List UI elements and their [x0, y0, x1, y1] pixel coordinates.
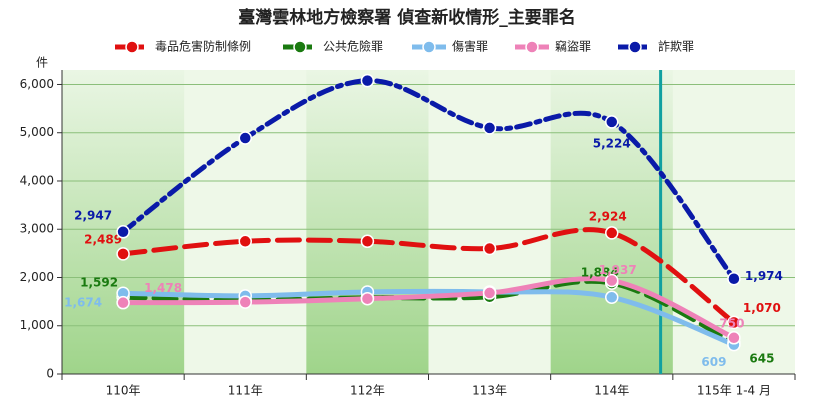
data-point: [116, 247, 130, 261]
data-point: [360, 234, 375, 249]
x-tick-label: 111年: [228, 384, 263, 398]
legend-marker: [628, 40, 642, 54]
legend-marker: [422, 40, 436, 54]
legend-label: 傷害罪: [452, 39, 488, 54]
x-tick-label: 110年: [106, 384, 141, 398]
data-point: [360, 73, 375, 88]
data-point: [482, 121, 497, 135]
x-tick-label: 112年: [350, 384, 385, 398]
legend-marker: [125, 40, 139, 54]
data-label: 645: [749, 351, 774, 365]
series-line: [120, 288, 737, 348]
data-label: 1,478: [144, 281, 182, 295]
data-label: 1,674: [64, 296, 102, 310]
x-tick-label: 113年: [472, 384, 507, 398]
legend-marker: [525, 40, 539, 54]
y-tick-label: 0: [46, 367, 54, 381]
data-label: 2,924: [589, 209, 627, 223]
data-point: [605, 115, 619, 129]
legend-marker: [293, 40, 307, 54]
legend-label: 詐欺罪: [658, 39, 694, 54]
y-tick-label: 3,000: [20, 222, 54, 236]
y-tick-label: 4,000: [20, 173, 54, 187]
data-label: 1,592: [80, 276, 118, 290]
series-line: [120, 276, 737, 341]
data-label: 1,937: [599, 263, 637, 277]
legend-label: 毒品危害防制條例: [155, 39, 251, 54]
data-point: [605, 226, 619, 240]
x-tick-label: 114年: [594, 384, 629, 398]
y-tick-label: 2,000: [20, 270, 54, 284]
y-tick-label: 6,000: [20, 77, 54, 91]
x-tick-label: 115年 1-4 月: [697, 384, 771, 398]
data-point: [727, 331, 741, 345]
data-label: 2,489: [84, 232, 122, 246]
data-label: 1,070: [743, 301, 781, 315]
column-band: [62, 70, 185, 374]
data-point: [605, 290, 619, 305]
legend-label: 竊盜罪: [555, 39, 591, 54]
data-point: [116, 295, 130, 310]
series-line: [120, 78, 737, 282]
data-label: 609: [701, 355, 726, 369]
data-point: [482, 286, 497, 300]
chart-title: 臺灣雲林地方檢察署 偵查新收情形_主要罪名: [238, 7, 575, 28]
data-label: 2,947: [74, 208, 112, 222]
y-tick-label: 5,000: [20, 125, 54, 139]
data-label: 1,974: [745, 269, 783, 283]
data-point: [605, 273, 619, 288]
column-band: [306, 70, 429, 374]
data-point: [238, 131, 252, 145]
data-point: [238, 295, 252, 309]
data-point: [238, 234, 252, 249]
data-point: [727, 315, 741, 330]
data-point: [727, 271, 741, 286]
y-axis-label: 件: [36, 56, 48, 70]
data-label: 5,224: [593, 136, 631, 150]
data-point: [482, 241, 497, 256]
y-tick-label: 1,000: [20, 318, 54, 332]
legend-label: 公共危險罪: [323, 39, 383, 54]
series-line: [120, 227, 737, 325]
data-point: [360, 291, 375, 306]
data-label: 750: [719, 316, 744, 330]
data-point: [116, 225, 130, 239]
